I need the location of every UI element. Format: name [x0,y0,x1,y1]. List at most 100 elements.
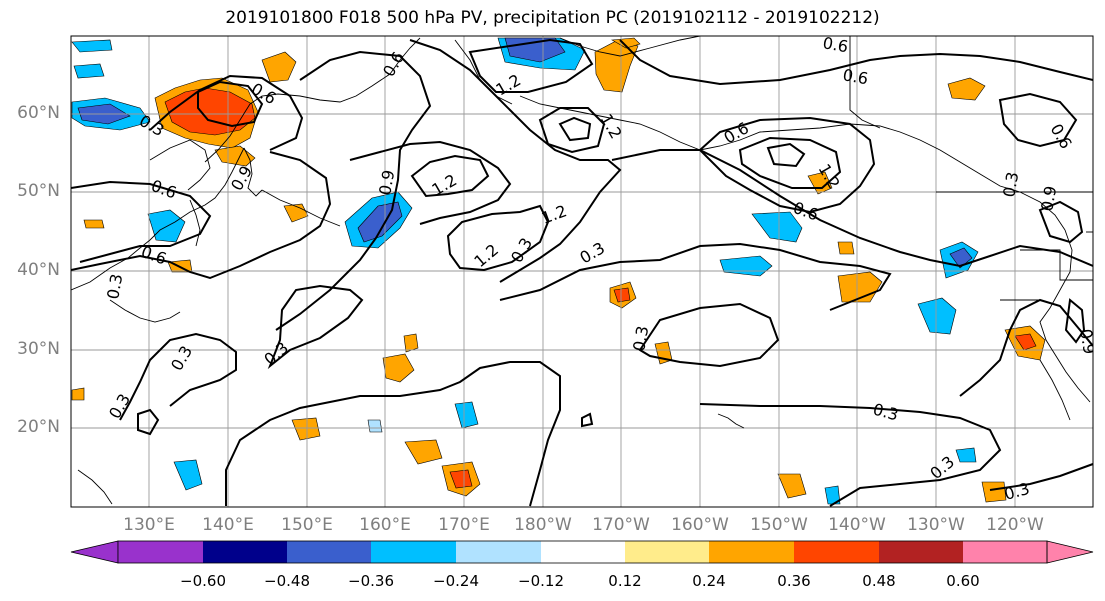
contour-0.6-alaska [619,39,1093,86]
coast-asia-east [71,147,245,291]
colorbar-bin [118,541,203,563]
contour-0.3-sw [119,332,237,421]
contour-label: 0.9 [1037,184,1060,212]
lat-label-40n: 40°N [17,260,60,280]
contour-label: 0.9 [1076,327,1099,355]
precip-patch-blue-w2 [71,39,113,53]
contour-0.6-bering [409,39,622,283]
precip-patch-red-s3 [449,469,473,489]
contour-label: 0.6 [821,33,849,56]
lon-label-180w: 180°W [514,515,572,535]
colorbar-bin [287,541,371,563]
border-alaska-canada [849,36,881,129]
contour-0.6-mid [349,140,512,225]
contour-0.6-gulf [698,116,876,214]
precip-patch-orange-s8 [83,219,105,229]
contour-0.6-kamchatka [149,74,304,151]
contour-0.3-central [499,242,892,311]
precip-patch-orange-c4 [403,333,419,353]
coast-na-west [1039,229,1091,403]
colorbar-tick: −0.36 [348,572,394,590]
coast-hawaii [717,413,745,429]
contour-0.6-ne [998,92,1078,148]
colorbar [70,540,1094,564]
contour-1.2-b [446,204,550,272]
lat-label-30n: 30°N [17,339,60,359]
coast-baja [1039,359,1071,421]
contour-0.3-se [699,403,1002,507]
colorbar-tick: −0.60 [180,572,226,590]
contour-0.3-loop-s [137,408,160,436]
colorbar-bin [625,541,709,563]
colorbar-tick: 0.60 [946,572,980,590]
coastlines [71,36,1093,505]
lon-label-170e: 170°E [438,515,490,535]
lat-label-50n: 50°N [17,181,60,201]
contour-0.9-small [558,116,592,142]
contour-0.3-e [959,298,1093,397]
contour-label: 0.6 [841,65,869,88]
colorbar-tick: −0.24 [433,572,479,590]
contour-0.3-w [71,151,332,280]
lon-label-150e: 150°E [281,515,333,535]
lon-label-130w: 130°W [907,515,965,535]
precip-patch-orange-s4 [777,473,807,499]
colorbar-bin [794,541,879,563]
coast-sakhalin [189,199,201,247]
contour-label: 0.3 [629,324,652,352]
lon-label-160w: 160°W [671,515,729,535]
lon-label-150w: 150°W [750,515,808,535]
precip-patch-blue-mid1 [751,211,803,243]
precip-patch-lblue-s1 [367,419,383,433]
contour-0.3-south [225,361,561,507]
contour-label: 0.3 [103,272,126,300]
precip-patch-orange-nw [261,51,297,83]
colorbar-extend-left [70,540,119,564]
contour-0.3-big [275,50,432,331]
colorbar-bin [371,541,456,563]
precip-patch-orange-s5 [981,481,1007,503]
precip-shading [71,37,1046,505]
lon-label-170w: 170°W [592,515,650,535]
contour-1.2-bering [468,38,594,93]
map-title: 2019101800 F018 500 hPa PV, precipitatio… [225,8,880,28]
colorbar-bin [203,541,287,563]
precip-patch-dblue-na [949,247,973,269]
precip-patch-orange-s2 [404,439,443,465]
coast-kamchatka-peninsula [243,147,263,197]
precip-patch-orange-s6 [837,241,855,255]
coast-alaska-n [559,36,701,57]
colorbar-bin [963,541,1047,563]
precip-patch-blue-s4 [955,447,977,463]
contour-0.9-kam [197,80,264,128]
coast-kuril [261,189,341,227]
precip-patch-blue-na2 [917,297,957,335]
contour-0.3-sw2 [267,284,364,370]
colorbar-bin [456,541,541,563]
colorbar-tick: 0.12 [608,572,642,590]
contour-label: 0.3 [999,170,1022,198]
coast-alaska-s [699,123,1066,231]
contour-0.3-loop-c [638,302,780,368]
lon-label-160e: 160°E [359,515,411,535]
colorbar-extend-right [1046,540,1094,564]
precip-patch-red-c1 [613,287,631,303]
colorbar-tick: −0.48 [264,572,310,590]
lon-label-140e: 140°E [202,515,254,535]
contour-0.9-e [1038,200,1084,244]
contour-label: 0.9 [375,168,398,196]
contour-0.3-se2 [989,463,1093,491]
precip-patch-red-na [1014,333,1037,351]
contour-0.9-edge [1064,298,1086,344]
precip-patch-blue-s2 [173,459,203,491]
coast-philippines [77,469,113,505]
contour-1.2-b2 [538,107,606,154]
precip-patch-blue-s1 [454,401,479,429]
colorbar-tick: 0.36 [777,572,811,590]
contour-0.6-nw [71,180,212,263]
colorbar-tick: 0.48 [862,572,896,590]
contour-1.2-gulf [738,136,842,189]
precip-patch-orange-alaska [947,77,986,101]
colorbar-bin [879,541,963,563]
